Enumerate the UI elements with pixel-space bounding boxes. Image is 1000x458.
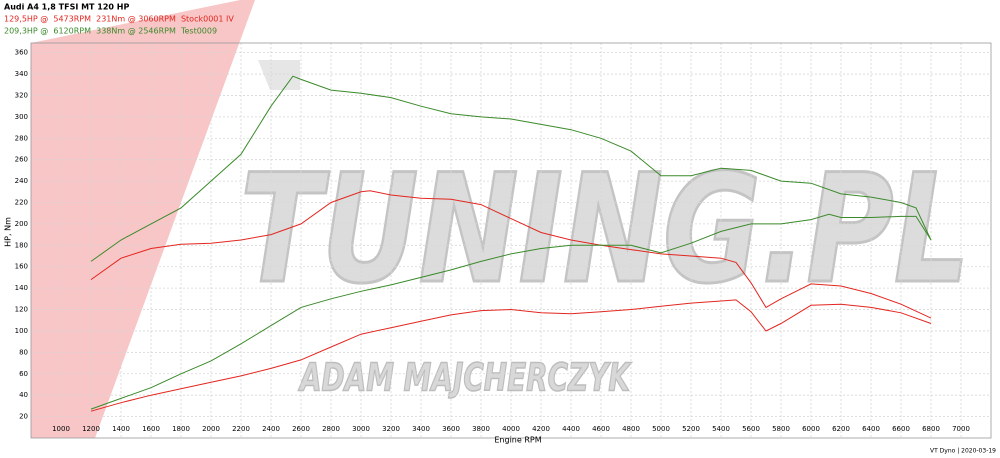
x-tick-label: 4600 bbox=[592, 425, 610, 433]
x-tick-label: 1800 bbox=[172, 425, 190, 433]
x-tick-label: 5000 bbox=[652, 425, 670, 433]
x-tick-label: 3800 bbox=[472, 425, 490, 433]
x-tick-label: 4200 bbox=[532, 425, 550, 433]
y-tick-label: 260 bbox=[15, 156, 28, 164]
x-tick-label: 1200 bbox=[82, 425, 100, 433]
x-tick-label: 2400 bbox=[262, 425, 280, 433]
y-tick-label: 340 bbox=[15, 70, 28, 78]
y-tick-label: 20 bbox=[19, 413, 28, 421]
x-tick-label: 1600 bbox=[142, 425, 160, 433]
series-line bbox=[90, 213, 932, 410]
series-line bbox=[90, 299, 932, 412]
y-tick-label: 320 bbox=[15, 91, 28, 99]
x-tick-label: 5400 bbox=[712, 425, 730, 433]
y-tick-label: 280 bbox=[15, 134, 28, 142]
watermark-text: ADAM MAJCHERCZYK bbox=[298, 356, 632, 400]
x-tick-label: 3600 bbox=[442, 425, 460, 433]
grid bbox=[31, 43, 991, 438]
x-tick-label: 4800 bbox=[622, 425, 640, 433]
y-tick-label: 220 bbox=[15, 198, 28, 206]
y-tick-label: 160 bbox=[15, 263, 28, 271]
plot-frame bbox=[30, 42, 992, 439]
x-tick-label: 6000 bbox=[802, 425, 820, 433]
y-tick-label: 180 bbox=[15, 241, 28, 249]
logo-shape bbox=[31, 0, 255, 438]
x-tick-label: 7000 bbox=[952, 425, 970, 433]
x-tick-label: 2000 bbox=[202, 425, 220, 433]
series-line bbox=[90, 75, 932, 262]
x-tick-label: 2600 bbox=[292, 425, 310, 433]
x-tick-label: 6200 bbox=[832, 425, 850, 433]
y-tick-label: 120 bbox=[15, 306, 28, 314]
x-tick-label: 6800 bbox=[922, 425, 940, 433]
x-tick-label: 6600 bbox=[892, 425, 910, 433]
y-tick-label: 300 bbox=[15, 113, 28, 121]
x-tick-label: 1000 bbox=[52, 425, 70, 433]
footer: VT Dyno | 2020-03-19 bbox=[930, 448, 996, 455]
legend-entry: 209,3HP @ 6120RPM 338Nm @ 2546RPM Test00… bbox=[4, 27, 217, 36]
x-tick-label: 4000 bbox=[502, 425, 520, 433]
x-tick-label: 5600 bbox=[742, 425, 760, 433]
legend-entry: 129,5HP @ 5473RPM 231Nm @ 3060RPM Stock0… bbox=[4, 15, 234, 24]
y-tick-label: 100 bbox=[15, 327, 28, 335]
logo-shape bbox=[258, 60, 300, 90]
x-axis-label: Engine RPM bbox=[494, 436, 541, 445]
x-tick-label: 4400 bbox=[562, 425, 580, 433]
y-tick-label: 360 bbox=[15, 49, 28, 57]
x-tick-label: 5200 bbox=[682, 425, 700, 433]
y-tick-label: 240 bbox=[15, 177, 28, 185]
x-tick-label: 2800 bbox=[322, 425, 340, 433]
chart-title: Audi A4 1,8 TFSI MT 120 HP bbox=[4, 3, 129, 12]
x-tick-label: 6400 bbox=[862, 425, 880, 433]
series-line bbox=[90, 190, 932, 319]
x-tick-label: 1400 bbox=[112, 425, 130, 433]
x-tick-label: 5800 bbox=[772, 425, 790, 433]
y-tick-label: 200 bbox=[15, 220, 28, 228]
y-tick-label: 140 bbox=[15, 284, 28, 292]
y-tick-label: 40 bbox=[19, 391, 28, 399]
x-tick-label: 3000 bbox=[352, 425, 370, 433]
y-tick-label: 80 bbox=[19, 348, 28, 356]
lines bbox=[90, 75, 932, 412]
y-tick-label: 60 bbox=[19, 370, 28, 378]
x-tick-label: 3400 bbox=[412, 425, 430, 433]
x-tick-label: 3200 bbox=[382, 425, 400, 433]
y-axis-label: HP, Nm bbox=[4, 217, 13, 247]
x-tick-label: 2200 bbox=[232, 425, 250, 433]
